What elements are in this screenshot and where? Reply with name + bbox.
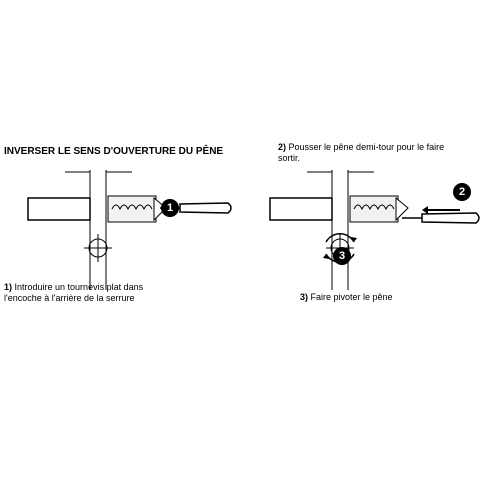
caption-step-3: 3) Faire pivoter le pêne <box>300 292 393 303</box>
figure-1: 1 <box>20 170 230 290</box>
figure-2: 23 <box>262 170 482 290</box>
diagram-title: INVERSER LE SENS D'OUVERTURE DU PÊNE <box>4 146 223 157</box>
svg-text:1: 1 <box>167 202 173 214</box>
caption-step-2: 2) Pousser le pêne demi-tour pour le fai… <box>278 142 448 165</box>
svg-text:2: 2 <box>459 186 465 198</box>
svg-text:3: 3 <box>339 250 345 262</box>
caption-step-1: 1) Introduire un tournevis plat dans l'e… <box>4 282 174 305</box>
